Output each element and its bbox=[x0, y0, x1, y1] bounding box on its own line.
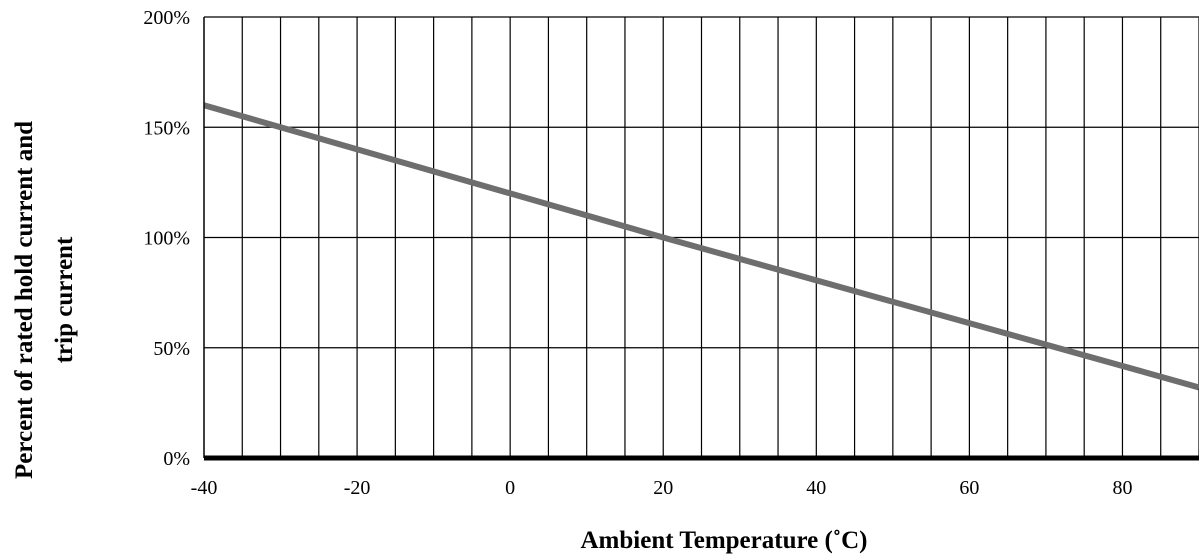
x-tick-labels: -40 -20 0 20 40 60 80 bbox=[191, 477, 1133, 499]
x-tick-label: 20 bbox=[653, 477, 673, 499]
series-line bbox=[203, 102, 1199, 391]
horizontal-gridlines bbox=[204, 16, 1199, 349]
x-axis-title: Ambient Temperature (˚C) bbox=[581, 527, 868, 554]
x-tick-label: 0 bbox=[505, 477, 515, 499]
series-layer bbox=[203, 102, 1199, 391]
y-tick-label: 100% bbox=[143, 228, 190, 250]
y-axis-title-line-2: trip current bbox=[51, 236, 78, 363]
y-tick-label: 0% bbox=[163, 448, 190, 470]
x-tick-label: 40 bbox=[806, 477, 826, 499]
x-tick-label: 80 bbox=[1112, 477, 1132, 499]
axes-layer bbox=[203, 17, 1199, 461]
y-axis-title-line-1: Percent of rated hold current and bbox=[11, 121, 38, 479]
y-tick-label: 50% bbox=[153, 338, 190, 360]
x-tick-label: -20 bbox=[344, 477, 371, 499]
x-tick-label: 60 bbox=[959, 477, 979, 499]
y-tick-label: 200% bbox=[143, 7, 190, 29]
y-tick-labels: 0% 50% 100% 150% 200% bbox=[143, 7, 190, 470]
y-tick-label: 150% bbox=[143, 117, 190, 139]
x-tick-label: -40 bbox=[191, 477, 218, 499]
